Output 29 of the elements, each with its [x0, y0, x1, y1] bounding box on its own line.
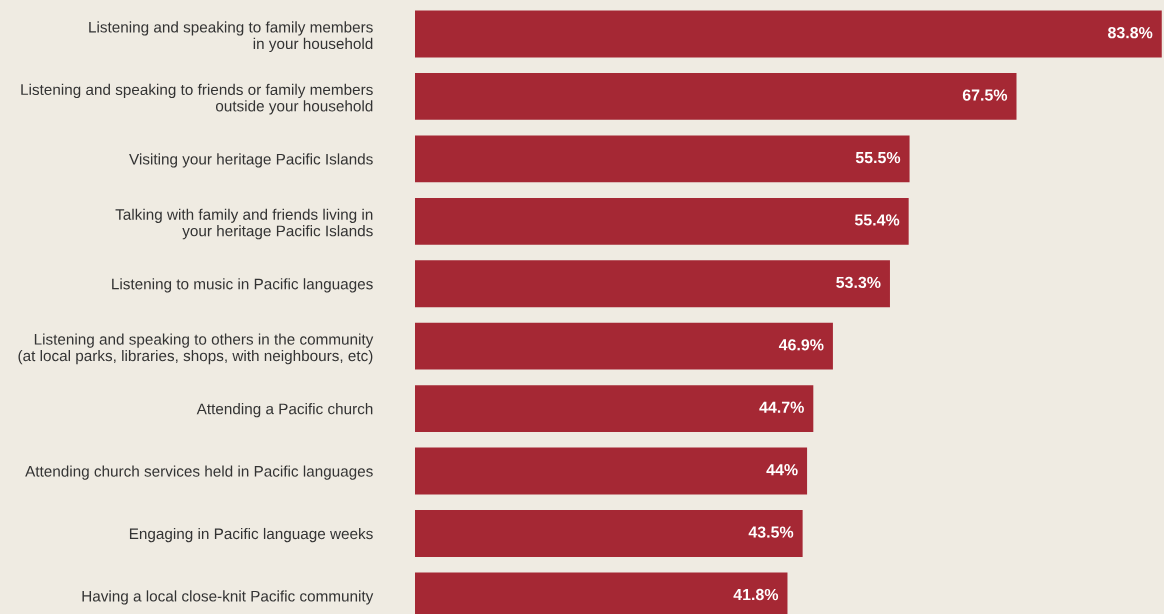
bar	[414, 73, 1017, 120]
bar	[414, 385, 814, 433]
y-tick-label: Listening and speaking to family members in your household	[89, 21, 373, 53]
y-tick-label: Engaging in Pacific language weeks	[129, 527, 373, 543]
data-label: 67.5%	[962, 89, 1008, 101]
data-label: 46.9%	[778, 339, 824, 351]
bar	[414, 135, 910, 183]
bar	[414, 322, 833, 370]
data-label: 43.5%	[748, 526, 794, 538]
y-tick-label: Talking with family and friends living in your heritage Pacific Islands	[115, 208, 373, 240]
data-label: 44.7%	[759, 401, 804, 413]
bar	[414, 260, 890, 308]
y-tick-label: Attending church services held in Pacific languages	[25, 465, 373, 480]
bar	[414, 10, 1162, 58]
y-tick-label: Attending a Pacific church	[196, 403, 373, 418]
bar	[414, 510, 803, 557]
y-tick-label: Visiting your heritage Pacific Islands	[129, 153, 373, 168]
y-tick-label: Listening and speaking to others in the community (at local parks, libraries, shops, with neighbours, etc)	[18, 333, 374, 365]
data-label: 41.8%	[733, 588, 779, 601]
bar	[414, 197, 909, 245]
data-label: 55.4%	[854, 214, 900, 226]
bar	[414, 447, 808, 495]
y-tick-label: Listening to music in Pacific languages	[112, 278, 373, 293]
y-tick-label: Having a local close-knit Pacific community	[82, 590, 374, 605]
data-label: 83.8%	[1108, 27, 1153, 39]
data-label: 53.3%	[836, 276, 881, 289]
data-label: 44%	[766, 464, 798, 476]
y-tick-label: Listening and speaking to friends or family members outside your household	[21, 83, 373, 115]
data-label: 55.5%	[855, 151, 901, 164]
